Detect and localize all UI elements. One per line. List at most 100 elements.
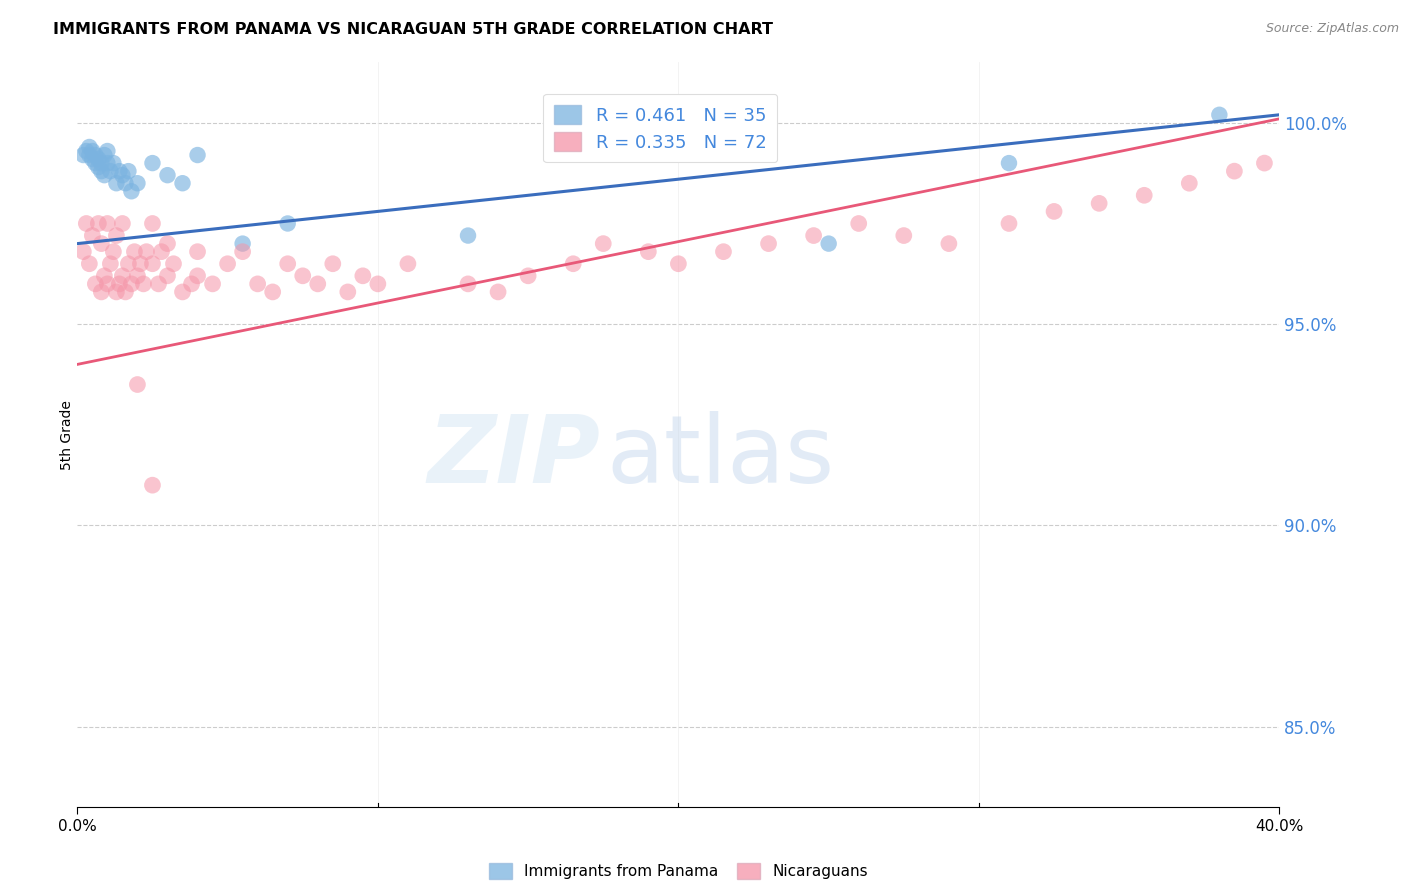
Point — [232, 244, 254, 259]
Point — [114, 176, 136, 190]
Point — [713, 244, 735, 259]
Point — [90, 156, 112, 170]
Point — [180, 277, 202, 291]
Point — [1133, 188, 1156, 202]
Point — [72, 148, 94, 162]
Point — [127, 176, 149, 190]
Point — [141, 156, 163, 170]
Point — [108, 277, 131, 291]
Point — [87, 152, 110, 166]
Point — [72, 244, 94, 259]
Point — [103, 156, 125, 170]
Point — [938, 236, 960, 251]
Point — [90, 164, 112, 178]
Point — [96, 144, 118, 158]
Point — [517, 268, 540, 283]
Point — [111, 168, 134, 182]
Point — [758, 236, 780, 251]
Point — [79, 140, 101, 154]
Point — [111, 217, 134, 231]
Point — [187, 148, 209, 162]
Point — [1223, 164, 1246, 178]
Point — [79, 257, 101, 271]
Point — [87, 160, 110, 174]
Point — [893, 228, 915, 243]
Point — [322, 257, 344, 271]
Point — [562, 257, 585, 271]
Point — [307, 277, 329, 291]
Point — [90, 285, 112, 299]
Point — [246, 277, 269, 291]
Point — [114, 285, 136, 299]
Point — [120, 277, 142, 291]
Legend: Immigrants from Panama, Nicaraguans: Immigrants from Panama, Nicaraguans — [484, 857, 873, 885]
Point — [79, 148, 101, 162]
Point — [367, 277, 389, 291]
Point — [96, 217, 118, 231]
Point — [1208, 108, 1230, 122]
Point — [141, 257, 163, 271]
Point — [262, 285, 284, 299]
Point — [93, 148, 115, 162]
Point — [105, 285, 128, 299]
Point — [90, 236, 112, 251]
Point — [141, 478, 163, 492]
Point — [84, 148, 107, 162]
Point — [172, 285, 194, 299]
Point — [120, 184, 142, 198]
Point — [336, 285, 359, 299]
Y-axis label: 5th Grade: 5th Grade — [60, 400, 75, 470]
Point — [637, 244, 659, 259]
Point — [108, 164, 131, 178]
Point — [82, 144, 104, 158]
Point — [156, 168, 179, 182]
Point — [96, 277, 118, 291]
Point — [1253, 156, 1275, 170]
Point — [187, 268, 209, 283]
Point — [277, 257, 299, 271]
Point — [100, 164, 122, 178]
Text: atlas: atlas — [606, 411, 835, 503]
Point — [117, 164, 139, 178]
Point — [96, 156, 118, 170]
Point — [93, 168, 115, 182]
Point — [232, 236, 254, 251]
Point — [132, 277, 155, 291]
Point — [148, 277, 170, 291]
Point — [75, 144, 97, 158]
Point — [84, 156, 107, 170]
Point — [1088, 196, 1111, 211]
Point — [82, 152, 104, 166]
Point — [82, 228, 104, 243]
Point — [150, 244, 173, 259]
Point — [117, 257, 139, 271]
Point — [803, 228, 825, 243]
Point — [87, 217, 110, 231]
Point — [100, 257, 122, 271]
Point — [817, 236, 839, 251]
Point — [668, 257, 690, 271]
Point — [486, 285, 509, 299]
Point — [848, 217, 870, 231]
Point — [217, 257, 239, 271]
Point — [592, 236, 614, 251]
Point — [105, 228, 128, 243]
Point — [187, 244, 209, 259]
Text: IMMIGRANTS FROM PANAMA VS NICARAGUAN 5TH GRADE CORRELATION CHART: IMMIGRANTS FROM PANAMA VS NICARAGUAN 5TH… — [53, 22, 773, 37]
Point — [998, 156, 1021, 170]
Point — [84, 277, 107, 291]
Point — [998, 217, 1021, 231]
Point — [457, 228, 479, 243]
Point — [1043, 204, 1066, 219]
Point — [201, 277, 224, 291]
Point — [457, 277, 479, 291]
Point — [111, 268, 134, 283]
Point — [291, 268, 314, 283]
Point — [93, 268, 115, 283]
Point — [352, 268, 374, 283]
Point — [103, 244, 125, 259]
Point — [1178, 176, 1201, 190]
Text: ZIP: ZIP — [427, 411, 600, 503]
Point — [156, 236, 179, 251]
Point — [172, 176, 194, 190]
